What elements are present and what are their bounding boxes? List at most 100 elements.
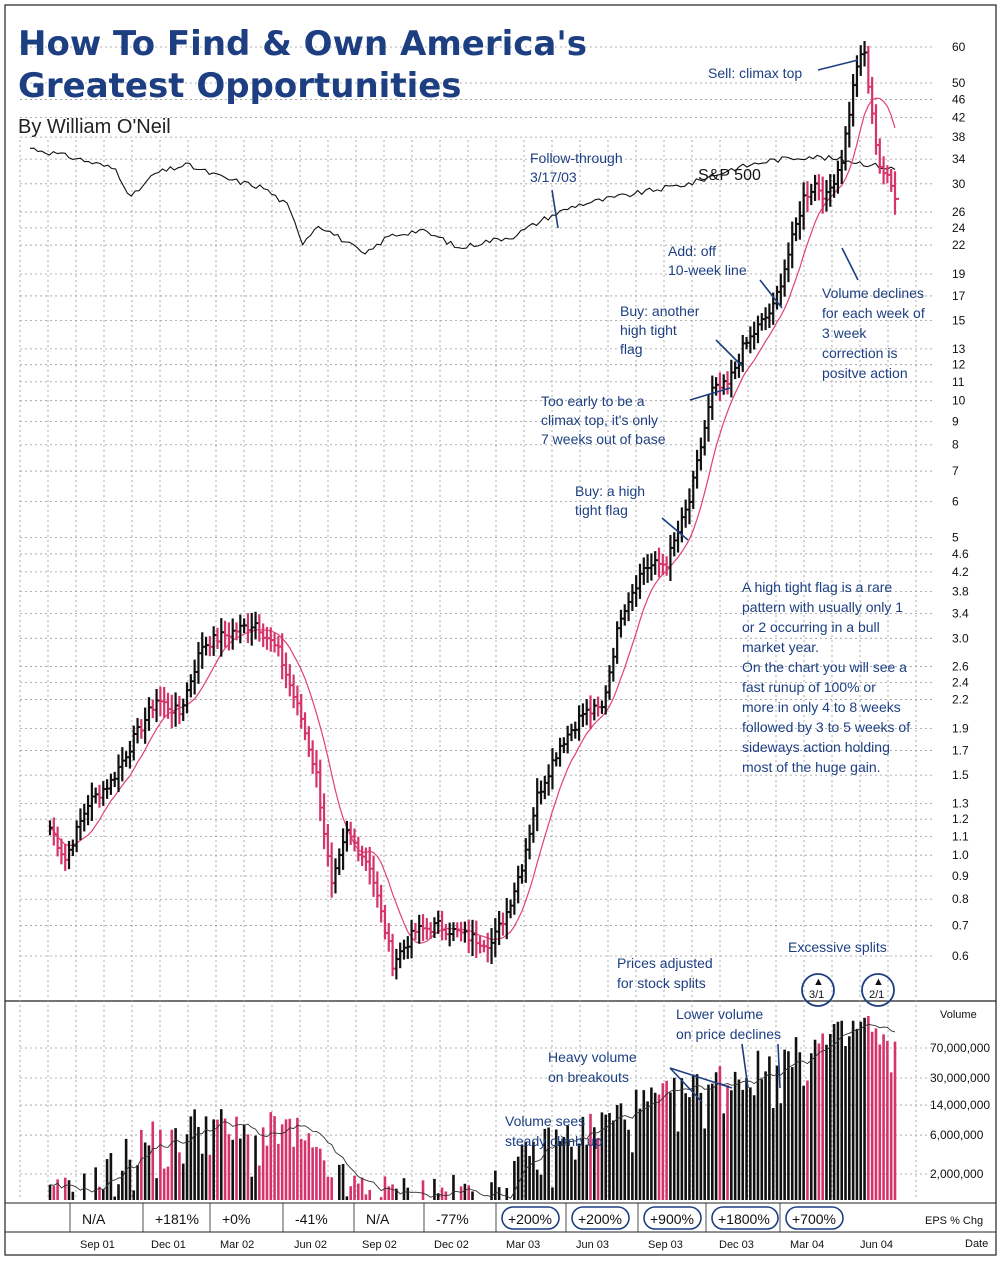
eps-cell: -77% [436, 1211, 469, 1227]
eps-cell: +200% [571, 1206, 630, 1230]
date-tick-label: Jun 03 [576, 1239, 609, 1251]
date-axis-label: Date [965, 1238, 988, 1250]
price-tick-label: 4.2 [952, 565, 969, 579]
volume-decline-2: for each week of [822, 305, 925, 321]
price-tick-label: 3.0 [952, 631, 969, 645]
price-tick-label: 30 [952, 177, 966, 191]
buy-first-flag-1: Buy: a high [575, 483, 645, 499]
split-marker-1-arrow-icon: ▲ [813, 976, 824, 988]
eps-cell: N/A [366, 1211, 390, 1227]
too-early-arrow [689, 387, 731, 401]
htf-line-10: most of the huge gain. [742, 759, 881, 775]
price-tick-label: 11 [952, 375, 965, 389]
eps-highlight [501, 1206, 560, 1230]
eps-value: +200% [508, 1211, 552, 1227]
volume-axis-title: Volume [940, 1009, 977, 1021]
price-tick-label: 0.7 [952, 919, 969, 933]
eps-value: +0% [222, 1211, 250, 1227]
price-tick-label: 2.6 [952, 660, 969, 674]
date-tick-label: Jun 04 [860, 1239, 893, 1251]
buy-second-flag-arrow [715, 339, 743, 367]
eps-highlight [785, 1206, 844, 1230]
date-tick-label: Sep 01 [80, 1239, 115, 1251]
price-tick-label: 24 [952, 221, 966, 235]
sell-arrow [817, 59, 859, 71]
buy-first-flag-arrow [661, 517, 689, 541]
eps-row-label: EPS % Chg [925, 1215, 983, 1227]
buy-second-flag-2: high tight [620, 322, 677, 338]
price-tick-label: 12 [952, 358, 966, 372]
price-tick-label: 1.0 [952, 848, 969, 862]
price-tick-label: 26 [952, 205, 966, 219]
htf-line-5: On the chart you will see a [742, 659, 907, 675]
price-tick-label: 1.1 [952, 829, 969, 843]
steady-climb-1: Volume sees [505, 1113, 585, 1129]
byline: By William O'Neil [18, 116, 171, 138]
prices-adjusted-2: for stock splits [617, 975, 706, 991]
moving-average-line [49, 97, 896, 944]
follow-through-2: 3/17/03 [530, 169, 577, 185]
lower-volume-arrow-2 [777, 1043, 781, 1089]
split-marker-2 [861, 973, 895, 1007]
date-tick-label: Jun 02 [294, 1239, 327, 1251]
price-tick-label: 7 [952, 464, 959, 478]
volume-tick-label: 6,000,000 [930, 1128, 984, 1142]
buy-second-flag-3: flag [620, 341, 643, 357]
heavy-volume-2: on breakouts [548, 1069, 629, 1085]
sp500-line [29, 147, 896, 255]
htf-line-2: pattern with usually only 1 [742, 599, 903, 615]
eps-cell: +181% [155, 1211, 199, 1227]
volume-tick-label: 70,000,000 [930, 1041, 990, 1055]
sell-annotation: Sell: climax top [708, 65, 802, 81]
price-tick-label: 22 [952, 238, 966, 252]
price-tick-label: 4.6 [952, 547, 969, 561]
eps-value: +200% [578, 1211, 622, 1227]
price-tick-label: 50 [952, 76, 966, 90]
date-tick-label: Dec 01 [151, 1239, 186, 1251]
volume-decline-4: correction is [822, 345, 897, 361]
date-tick-label: Mar 02 [220, 1239, 254, 1251]
price-tick-label: 9 [952, 414, 959, 428]
eps-cell: +0% [222, 1211, 250, 1227]
price-tick-label: 1.7 [952, 743, 969, 757]
prices-adjusted-1: Prices adjusted [617, 955, 713, 971]
eps-cell: +700% [785, 1206, 844, 1230]
price-tick-label: 15 [952, 314, 966, 328]
price-tick-label: 3.4 [952, 607, 969, 621]
price-tick-label: 1.2 [952, 812, 969, 826]
eps-cell: +900% [643, 1206, 702, 1230]
follow-through-arrow [551, 189, 559, 229]
price-tick-label: 0.6 [952, 949, 969, 963]
add-arrow [759, 279, 783, 309]
date-tick-label: Sep 03 [648, 1239, 683, 1251]
price-tick-label: 0.9 [952, 869, 969, 883]
eps-value: -77% [436, 1211, 469, 1227]
split-marker-2-label: 2/1 [869, 989, 884, 1001]
split-marker-1 [801, 973, 835, 1007]
volume-decline-1: Volume declines [822, 285, 924, 301]
price-tick-label: 13 [952, 342, 966, 356]
price-tick-label: 17 [952, 289, 966, 303]
eps-value: +181% [155, 1211, 199, 1227]
buy-first-flag-2: tight flag [575, 502, 628, 518]
volume-bars [48, 1016, 897, 1200]
too-early-2: climax top, it's only [541, 412, 658, 428]
date-axis: Sep 01 Dec 01 Mar 02 Jun 02 Sep 02 Dec 02 Mar … [80, 1239, 893, 1251]
date-tick-label: Dec 03 [719, 1239, 754, 1251]
heavy-volume-arrow-2 [669, 1067, 733, 1089]
add-annotation-2: 10-week line [668, 262, 747, 278]
price-tick-label: 60 [952, 40, 966, 54]
steady-climb-2: steady climb up [505, 1133, 602, 1149]
moving-average-group [49, 97, 896, 944]
eps-cell: +200% [501, 1206, 560, 1230]
title-line-2: Greatest Opportunities [18, 66, 462, 106]
price-tick-label: 46 [952, 92, 966, 106]
eps-value: N/A [82, 1211, 106, 1227]
volume-axis: 70,000,000 30,000,000 14,000,000 6,000,000 2… [930, 1041, 990, 1181]
eps-cell: -41% [295, 1211, 328, 1227]
eps-cell: N/A [82, 1211, 106, 1227]
sp500-label: S&P 500 [698, 167, 761, 184]
htf-line-7: more in only 4 to 8 weeks [742, 699, 901, 715]
eps-value: +1800% [718, 1211, 770, 1227]
